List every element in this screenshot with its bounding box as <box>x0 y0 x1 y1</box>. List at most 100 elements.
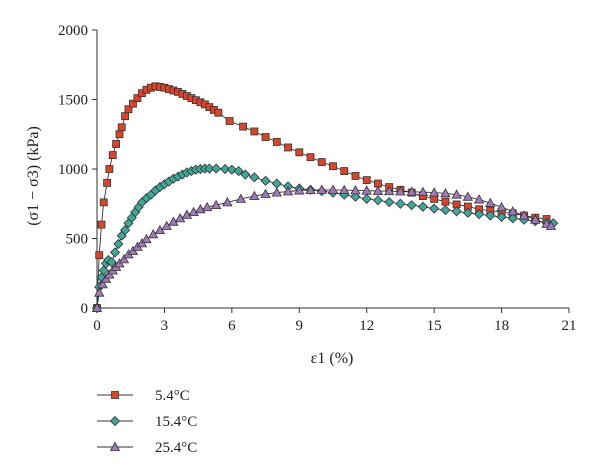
data-point <box>95 251 104 260</box>
data-point <box>428 187 440 197</box>
series-2 <box>91 163 559 314</box>
legend-item: 5.4°C <box>97 388 190 404</box>
data-point <box>440 188 451 198</box>
x-axis-label: ε1 (%) <box>311 350 354 367</box>
data-point <box>115 130 124 139</box>
series-3 <box>91 184 557 312</box>
x-tick-label: 3 <box>161 318 169 334</box>
data-point <box>271 187 282 197</box>
x-tick-label: 15 <box>427 318 442 334</box>
data-point <box>124 105 133 114</box>
data-point <box>339 184 350 195</box>
data-point <box>103 178 112 187</box>
x-tick-label: 12 <box>359 318 374 334</box>
data-point <box>105 165 114 173</box>
legend-label: 25.4°C <box>155 440 197 456</box>
data-point <box>295 148 304 157</box>
data-point <box>261 133 270 141</box>
legend-marker <box>109 441 121 451</box>
data-point <box>429 203 440 214</box>
data-point <box>372 195 384 206</box>
legend: 5.4°C 15.4°C 25.4°C <box>97 388 197 456</box>
data-point <box>97 279 108 289</box>
y-tick-label: 500 <box>66 232 89 248</box>
data-point <box>239 122 247 131</box>
data-point <box>106 257 117 268</box>
data-point <box>305 184 316 195</box>
data-point <box>518 210 530 220</box>
data-point <box>384 185 395 196</box>
data-point <box>210 199 222 210</box>
data-point <box>474 209 485 220</box>
series-layer <box>91 82 559 314</box>
data-point <box>350 191 361 202</box>
data-point <box>91 302 103 312</box>
data-point <box>507 213 518 224</box>
legend-marker <box>109 415 121 427</box>
x-tick-label: 9 <box>296 318 304 334</box>
y-tick-label: 0 <box>81 301 89 317</box>
data-point <box>272 137 281 146</box>
data-point <box>97 220 106 229</box>
data-point <box>108 151 117 160</box>
data-point <box>133 94 142 103</box>
data-point <box>351 172 360 180</box>
y-tick-label: 1000 <box>58 162 88 178</box>
data-point <box>211 163 222 174</box>
data-point <box>306 153 315 162</box>
data-point <box>545 220 557 230</box>
x-tick-label: 21 <box>562 318 577 334</box>
x-tick-label: 6 <box>228 318 236 334</box>
data-point <box>496 201 507 212</box>
data-point <box>99 198 108 207</box>
axes: 0 3 6 9 12 15 18 21 0 500 1000 1500 2000 <box>58 23 577 334</box>
data-point <box>406 200 417 211</box>
data-point <box>451 189 462 199</box>
data-point <box>530 214 541 224</box>
data-point <box>395 198 406 209</box>
data-point <box>260 175 271 186</box>
legend-item: 25.4°C <box>97 440 197 456</box>
data-point <box>282 186 294 196</box>
data-point <box>406 186 417 196</box>
data-point <box>188 206 199 216</box>
data-point <box>249 172 260 183</box>
data-point <box>485 210 496 221</box>
data-point <box>121 112 129 121</box>
legend-label: 15.4°C <box>155 414 197 430</box>
data-point <box>350 185 361 195</box>
data-point <box>372 185 384 195</box>
data-point <box>220 163 231 175</box>
data-point <box>384 197 395 208</box>
data-point <box>327 184 339 194</box>
x-tick-label: 0 <box>93 318 101 334</box>
data-point <box>235 193 247 203</box>
data-point <box>120 225 131 236</box>
data-point <box>204 163 215 174</box>
data-point <box>112 140 121 148</box>
y-axis-label: (σ1 − σ3) (kPa) <box>25 126 42 226</box>
data-point <box>361 185 372 195</box>
legend-marker <box>111 391 119 399</box>
data-point <box>462 207 473 218</box>
data-point <box>496 211 507 223</box>
data-point <box>225 117 234 125</box>
data-point <box>417 201 428 212</box>
data-point <box>113 238 124 250</box>
data-point <box>117 123 126 132</box>
data-point <box>441 197 450 206</box>
data-point <box>249 190 260 201</box>
legend-label: 5.4°C <box>155 388 190 404</box>
data-point <box>473 194 485 204</box>
data-point <box>329 162 337 171</box>
data-point <box>226 164 237 175</box>
data-point <box>250 127 259 136</box>
data-point <box>417 186 429 196</box>
data-point <box>181 209 193 219</box>
y-tick-label: 1500 <box>58 93 88 109</box>
data-point <box>361 193 372 204</box>
series-1 <box>93 82 551 312</box>
data-point <box>222 197 233 207</box>
data-point <box>141 233 152 244</box>
